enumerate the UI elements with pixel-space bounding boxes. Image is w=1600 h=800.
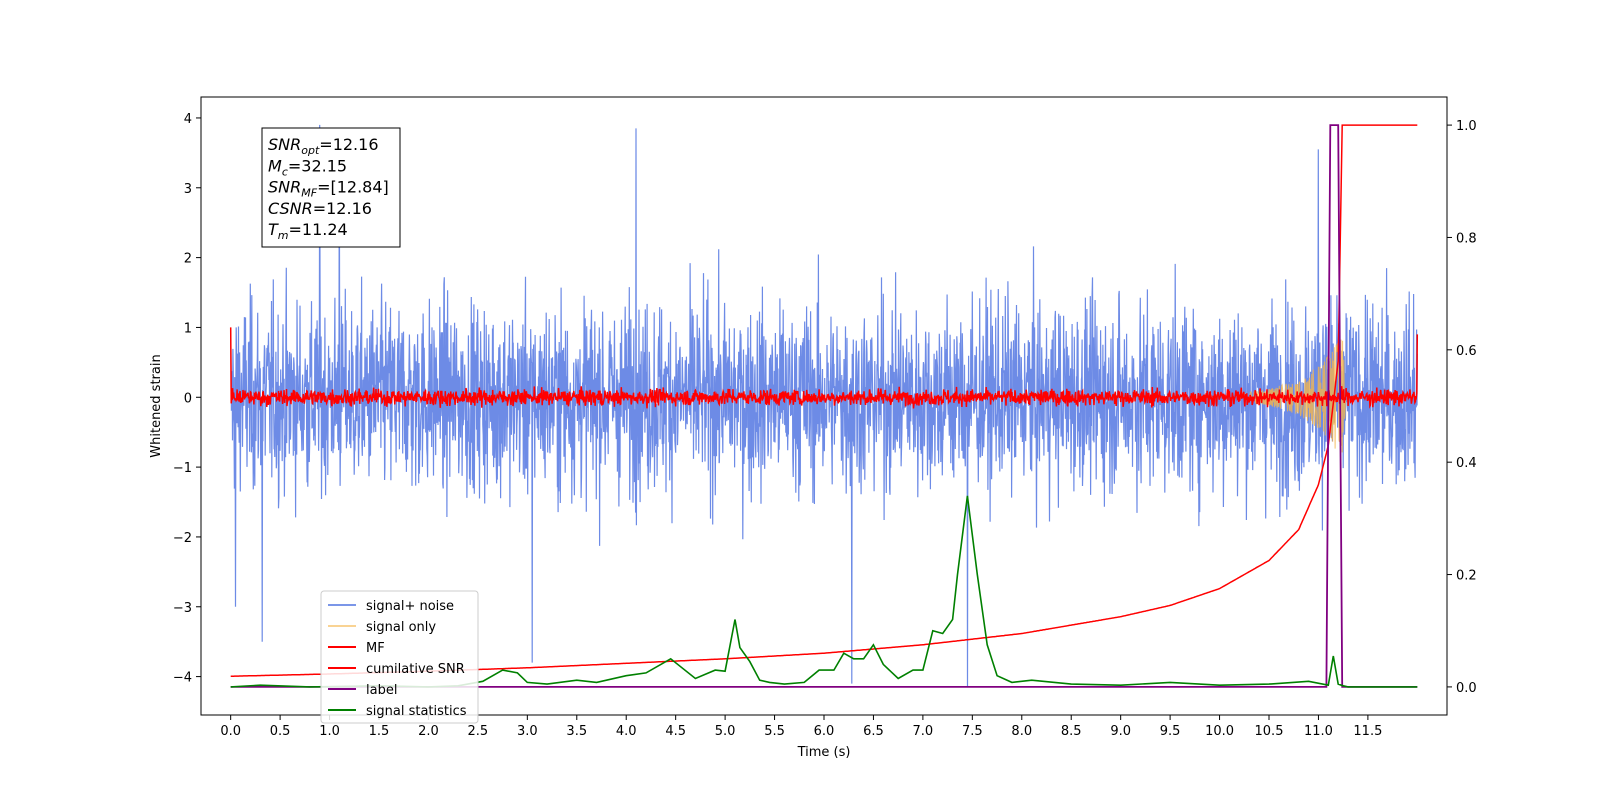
x-tick-label: 9.0 <box>1110 724 1131 739</box>
y2-tick-label: 0.8 <box>1456 231 1477 246</box>
x-tick-label: 0.0 <box>220 724 241 739</box>
y2-tick-label: 0.2 <box>1456 569 1477 584</box>
series-signal-statistics <box>230 495 1418 688</box>
x-tick-label: 8.5 <box>1061 724 1082 739</box>
y-axis-right: 0.0 0.2 0.4 0.6 0.8 1.0 <box>1447 119 1477 696</box>
x-tick-label: 11.0 <box>1304 724 1333 739</box>
x-tick-label: 3.5 <box>566 724 587 739</box>
x-tick-label: 10.5 <box>1255 724 1284 739</box>
y-tick-label: 1 <box>184 321 192 336</box>
annotation-line: Tm=11.24 <box>268 220 348 242</box>
x-tick-label: 1.5 <box>369 724 390 739</box>
x-tick-label: 8.0 <box>1011 724 1032 739</box>
legend-entry: signal+ noise <box>366 599 454 614</box>
y-tick-label: 4 <box>184 112 192 127</box>
x-tick-label: 7.0 <box>913 724 934 739</box>
y-tick-label: −3 <box>173 601 192 616</box>
x-tick-label: 2.5 <box>468 724 489 739</box>
x-tick-label: 4.5 <box>665 724 686 739</box>
y2-tick-label: 0.4 <box>1456 456 1477 471</box>
x-tick-label: 5.0 <box>715 724 736 739</box>
x-tick-label: 2.0 <box>418 724 439 739</box>
x-tick-label: 6.0 <box>814 724 835 739</box>
y-tick-label: −2 <box>173 531 192 546</box>
series-mf <box>229 327 1419 409</box>
legend: signal+ noise signal only MF cumilative SNR… <box>320 590 479 724</box>
annotation-box: SNRopt=12.16Mc=32.15SNRMF=[12.84]CSNR=12… <box>261 127 401 248</box>
y-tick-label: −4 <box>173 671 192 686</box>
legend-entry: MF <box>366 641 385 656</box>
x-tick-label: 0.5 <box>270 724 291 739</box>
x-tick-label: 3.0 <box>517 724 538 739</box>
x-tick-label: 6.5 <box>863 724 884 739</box>
y2-tick-label: 1.0 <box>1456 119 1477 134</box>
y-tick-label: −1 <box>173 461 192 476</box>
legend-entry: cumilative SNR <box>366 662 465 677</box>
x-tick-label: 4.0 <box>616 724 637 739</box>
x-tick-label: 7.5 <box>962 724 983 739</box>
x-axis-label: Time (s) <box>797 745 851 760</box>
x-tick-label: 10.0 <box>1205 724 1234 739</box>
legend-entry: signal statistics <box>366 704 467 719</box>
legend-entry: signal only <box>366 620 436 635</box>
annotation-line: SNRopt=12.16 <box>268 135 379 157</box>
annotation-line: SNRMF=[12.84] <box>268 178 389 200</box>
y-tick-label: 3 <box>184 182 192 197</box>
y2-tick-label: 0.0 <box>1456 681 1477 696</box>
x-tick-label: 11.5 <box>1353 724 1382 739</box>
y-tick-label: 0 <box>184 391 192 406</box>
x-tick-label: 5.5 <box>764 724 785 739</box>
y-tick-label: 2 <box>184 252 192 267</box>
x-axis: 0.0 0.5 1.0 1.5 2.0 2.5 3.0 3.5 4.0 4.5 5.0 5.5 6.0 6… <box>220 715 1382 739</box>
y-axis-label: Whitened strain <box>149 354 164 457</box>
y-axis-left: −4 −3 −2 −1 0 1 2 3 4 <box>173 112 201 686</box>
x-tick-label: 9.5 <box>1160 724 1181 739</box>
annotation-line: Mc=32.15 <box>268 156 347 178</box>
y2-tick-label: 0.6 <box>1456 344 1477 359</box>
x-tick-label: 1.0 <box>319 724 340 739</box>
legend-entry: label <box>366 683 397 698</box>
annotation-line: CSNR=12.16 <box>268 199 372 218</box>
